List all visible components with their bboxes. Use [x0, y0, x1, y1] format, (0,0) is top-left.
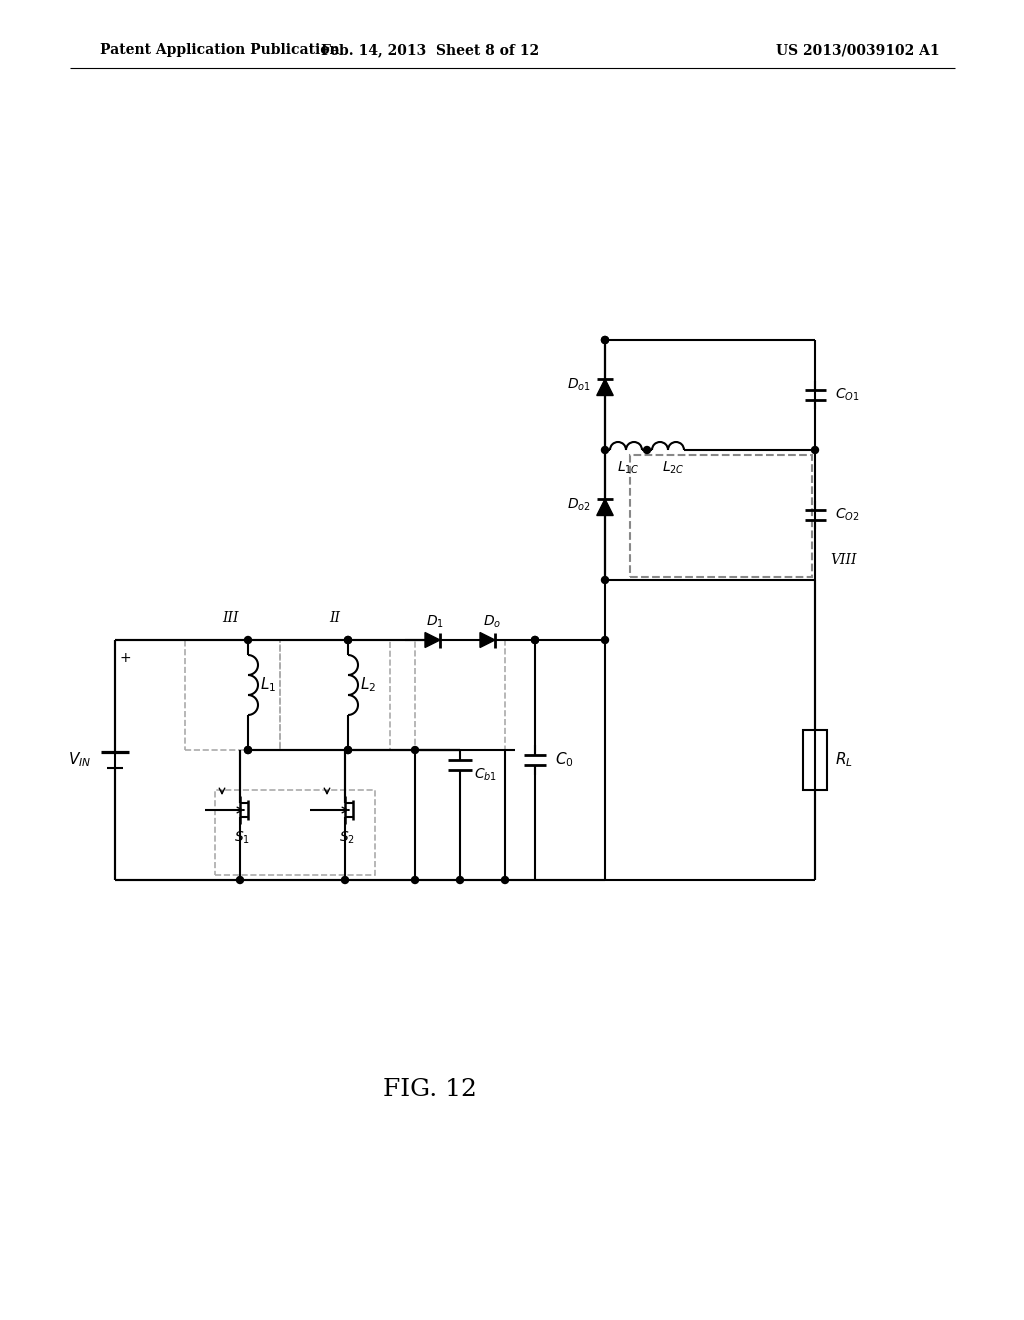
- Bar: [803, 730, 827, 789]
- Bar: [630, 455, 812, 577]
- Text: III: III: [222, 611, 239, 624]
- Circle shape: [811, 446, 818, 454]
- Bar: [215, 789, 375, 875]
- Text: Patent Application Publication: Patent Application Publication: [100, 44, 340, 57]
- Circle shape: [601, 636, 608, 644]
- Circle shape: [457, 876, 464, 883]
- Text: $D_1$: $D_1$: [426, 614, 444, 630]
- Circle shape: [341, 876, 348, 883]
- Circle shape: [344, 747, 351, 754]
- Circle shape: [344, 747, 351, 754]
- Text: $L_{1C}$: $L_{1C}$: [617, 459, 640, 477]
- Circle shape: [344, 636, 351, 644]
- Text: II: II: [330, 611, 341, 624]
- Circle shape: [245, 636, 252, 644]
- Circle shape: [601, 577, 608, 583]
- Circle shape: [502, 876, 509, 883]
- Polygon shape: [597, 499, 613, 516]
- Bar: [415, 640, 505, 750]
- Polygon shape: [597, 379, 613, 396]
- Circle shape: [601, 337, 608, 343]
- Text: $L_2$: $L_2$: [360, 676, 376, 694]
- Text: $C_0$: $C_0$: [555, 751, 573, 770]
- Polygon shape: [480, 632, 495, 648]
- Text: $L_{2C}$: $L_{2C}$: [662, 459, 684, 477]
- Text: $S_1$: $S_1$: [233, 830, 250, 846]
- Circle shape: [245, 747, 252, 754]
- Text: $V_{IN}$: $V_{IN}$: [69, 751, 91, 770]
- Circle shape: [643, 446, 650, 454]
- Text: $C_{b1}$: $C_{b1}$: [474, 767, 497, 783]
- Circle shape: [412, 876, 419, 883]
- Circle shape: [245, 747, 252, 754]
- Circle shape: [344, 636, 351, 644]
- Text: $C_{O2}$: $C_{O2}$: [835, 507, 859, 523]
- Polygon shape: [425, 632, 440, 648]
- Text: $R_L$: $R_L$: [835, 751, 853, 770]
- Text: $C_{O1}$: $C_{O1}$: [835, 387, 859, 403]
- Text: VIII: VIII: [830, 553, 856, 568]
- Circle shape: [531, 636, 539, 644]
- Text: $L_1$: $L_1$: [260, 676, 276, 694]
- Text: +: +: [119, 651, 131, 665]
- Text: $D_o$: $D_o$: [483, 614, 501, 630]
- Text: $D_{o1}$: $D_{o1}$: [567, 376, 591, 393]
- Text: US 2013/0039102 A1: US 2013/0039102 A1: [776, 44, 940, 57]
- Text: Feb. 14, 2013  Sheet 8 of 12: Feb. 14, 2013 Sheet 8 of 12: [321, 44, 539, 57]
- Bar: [280, 640, 390, 750]
- Circle shape: [601, 446, 608, 454]
- Text: $S_2$: $S_2$: [339, 830, 355, 846]
- Circle shape: [601, 337, 608, 343]
- Circle shape: [531, 636, 539, 644]
- Circle shape: [237, 876, 244, 883]
- Bar: [185, 640, 280, 750]
- Text: $D_{o2}$: $D_{o2}$: [567, 496, 591, 513]
- Circle shape: [412, 747, 419, 754]
- Text: FIG. 12: FIG. 12: [383, 1078, 477, 1101]
